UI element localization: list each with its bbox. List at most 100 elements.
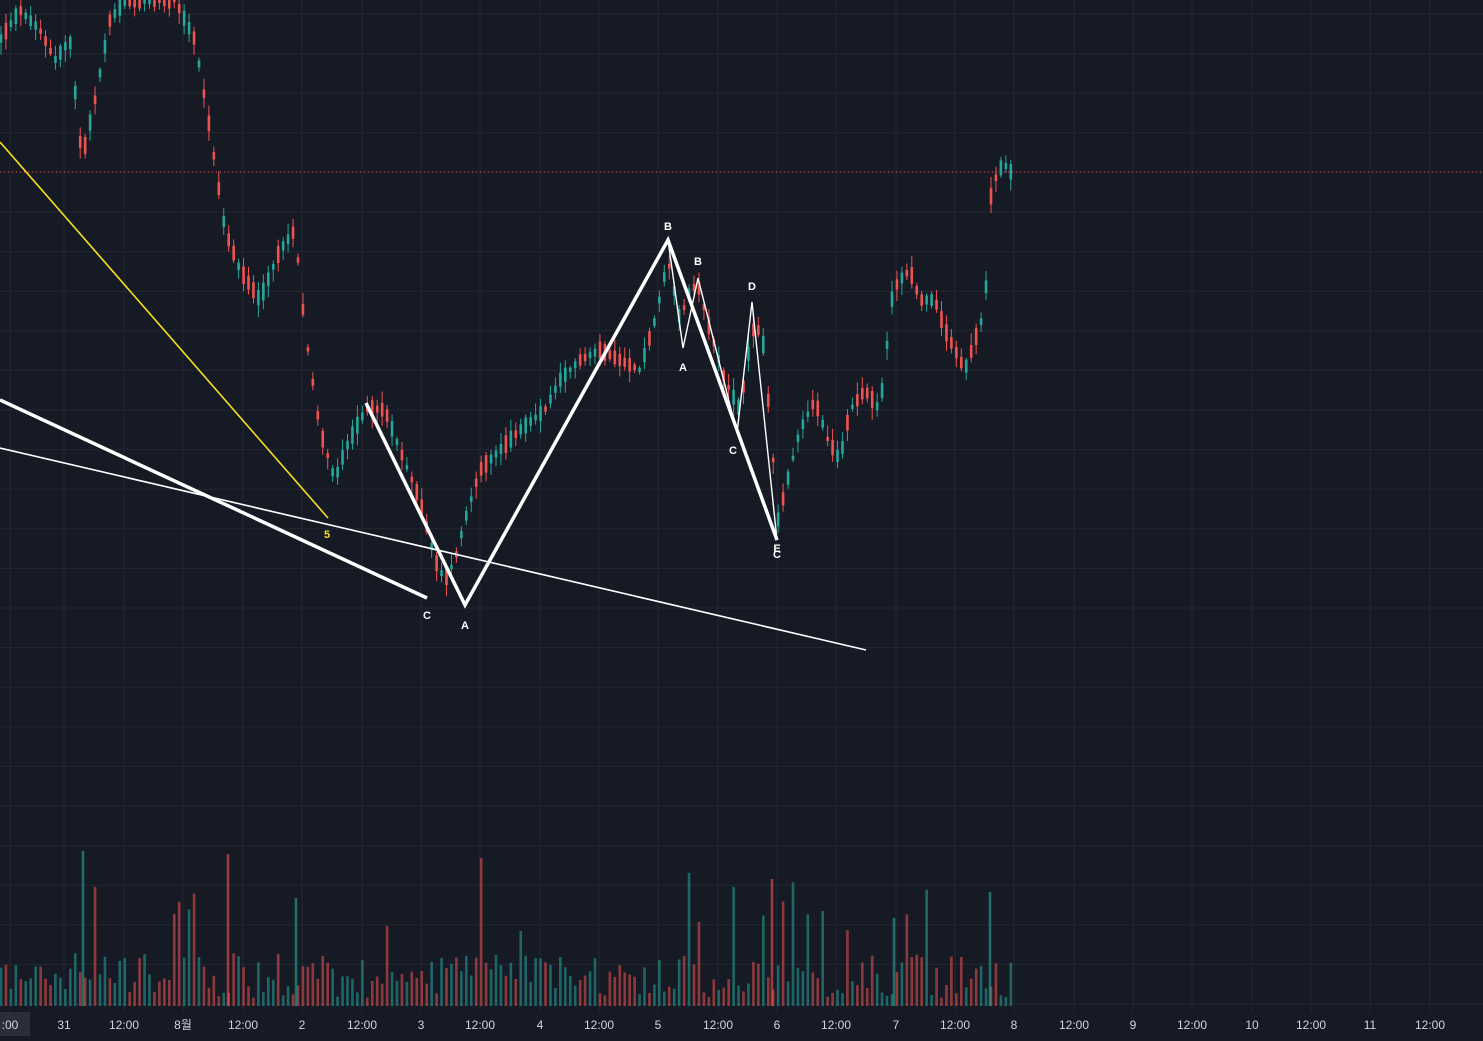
x-tick-label: :00 — [2, 1018, 19, 1032]
volume-bar — [54, 973, 57, 1006]
volume-bar — [960, 956, 963, 1006]
candle-body — [890, 291, 894, 307]
candle-body — [262, 282, 265, 301]
candle-body — [59, 45, 62, 60]
candle-body — [301, 304, 305, 315]
candle-body — [430, 543, 433, 551]
candle-body — [762, 335, 765, 354]
candle-body — [271, 264, 275, 270]
volume-bar — [905, 914, 909, 1006]
candles — [0, 0, 1013, 597]
x-tick-label: 31 — [57, 1018, 71, 1032]
volume-bar — [638, 994, 641, 1006]
candle-body — [93, 95, 97, 104]
candle-body — [1004, 162, 1008, 170]
volume-bar — [514, 979, 518, 1006]
volume-bar — [133, 982, 136, 1006]
candle-body — [831, 439, 834, 456]
trend-line-yellow[interactable] — [0, 141, 329, 519]
volume-bar — [425, 983, 428, 1006]
candle-body — [875, 402, 879, 411]
volume-bar — [801, 971, 805, 1006]
volume-bar — [326, 962, 329, 1006]
volume-bar — [524, 955, 527, 1006]
volume-bar — [366, 997, 369, 1006]
x-tick-label: 4 — [537, 1018, 544, 1032]
candle-body — [380, 402, 384, 417]
volume-bar — [964, 987, 968, 1006]
candle-body — [4, 22, 8, 40]
zigzag-inner[interactable] — [667, 239, 778, 541]
candle-body — [851, 404, 854, 409]
candle-body — [628, 358, 631, 372]
volume-bar — [415, 977, 419, 1006]
volume-bar — [935, 967, 938, 1006]
trend-line-thin[interactable] — [0, 447, 867, 651]
candle-body — [450, 564, 453, 570]
candle-body — [346, 440, 349, 450]
volume-bar — [682, 955, 686, 1006]
volume-bar — [534, 958, 537, 1006]
candle-body — [672, 286, 676, 296]
volume-bar — [846, 930, 849, 1006]
candle-body — [158, 0, 161, 3]
candle-body — [247, 275, 250, 290]
candle-body — [697, 282, 701, 295]
candle-body — [276, 246, 280, 263]
volume-bar — [945, 984, 948, 1006]
candle-body — [24, 12, 28, 19]
volume-bar — [242, 967, 245, 1006]
candle-body — [420, 499, 424, 515]
candle-body — [781, 492, 785, 506]
volume-bar — [707, 997, 711, 1006]
volume-bar — [222, 992, 226, 1006]
volume-bar — [158, 981, 161, 1006]
candle-body — [326, 453, 329, 459]
volume-bar — [826, 996, 829, 1006]
volume-bar — [0, 967, 3, 1006]
volume-bar — [831, 992, 834, 1006]
time-axis-bg — [0, 1012, 1483, 1036]
x-tick-label: 12:00 — [1296, 1018, 1326, 1032]
candle-body — [103, 40, 107, 54]
candle-body — [658, 296, 661, 304]
candle-body — [237, 262, 240, 270]
trend-line-thick[interactable] — [0, 398, 428, 600]
volume-bar — [212, 975, 216, 1006]
pattern-label: A — [461, 620, 469, 632]
candle-body — [960, 356, 963, 369]
candle-body — [227, 233, 230, 247]
volume-bar — [727, 979, 730, 1006]
candle-body — [930, 294, 933, 306]
volume-bar — [712, 979, 716, 1006]
volume-bar — [455, 957, 458, 1006]
volume-bar — [737, 985, 740, 1006]
pattern-label: E — [773, 543, 780, 555]
candle-body — [494, 450, 498, 458]
volume-bar — [88, 979, 92, 1006]
candle-body — [163, 0, 166, 7]
candle-body — [776, 512, 780, 527]
volume-bar — [770, 879, 774, 1006]
volume-bar — [108, 978, 112, 1006]
volume-bar — [851, 981, 854, 1006]
volume-bar — [519, 930, 523, 1006]
candle-body — [682, 305, 686, 310]
candle-body — [613, 350, 617, 365]
pattern-label: C — [423, 610, 431, 622]
volume-bar — [648, 993, 651, 1006]
volume-bar — [217, 996, 221, 1006]
zigzag-pattern[interactable] — [364, 235, 779, 609]
drawings[interactable] — [0, 141, 867, 651]
candle-body — [217, 182, 221, 196]
x-tick-label: 8월 — [174, 1018, 192, 1032]
candle-body — [118, 0, 122, 16]
time-axis[interactable]: :00 31 12:00 8월 12:00 2 12:00 3 12:00 4 12:00 5 12:0… — [0, 1012, 1483, 1036]
candle-body — [73, 85, 77, 100]
volume-bar — [281, 995, 285, 1006]
candle-body — [212, 151, 216, 160]
candle-body — [143, 0, 146, 4]
x-tick-label: 5 — [655, 1018, 662, 1032]
